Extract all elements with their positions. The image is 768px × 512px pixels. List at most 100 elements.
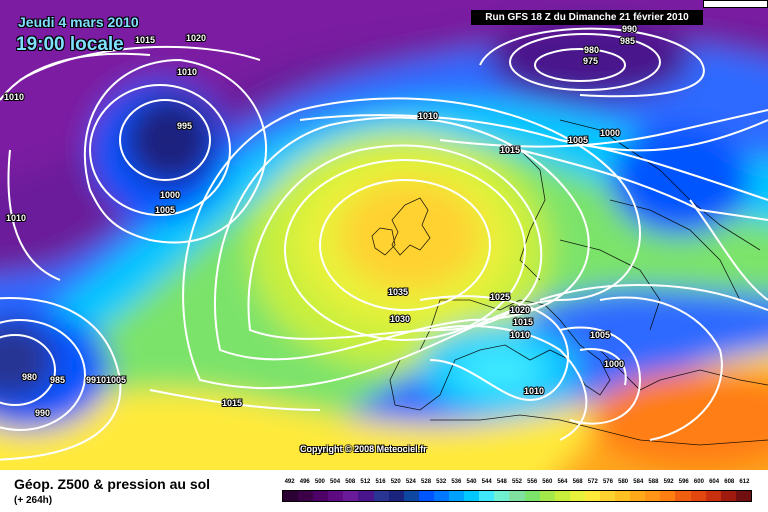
legend-swatch <box>554 491 570 501</box>
isobar-label: 1000 <box>600 128 620 138</box>
legend-value: 512 <box>360 479 371 485</box>
legend-swatch <box>599 491 616 501</box>
geopotential-map: 1015 1020 1010 1010 995 1000 1005 1010 9… <box>0 0 768 470</box>
isobar-label: 985 <box>50 375 65 385</box>
footer-panel: Géop. Z500 & pression au sol (+ 264h) 49… <box>0 470 768 512</box>
legend-swatch <box>660 491 676 501</box>
legend-value: 524 <box>405 479 416 485</box>
legend-swatch <box>358 491 374 501</box>
legend-swatch <box>479 491 495 501</box>
legend-swatch <box>705 491 721 501</box>
copyright-notice: Copyright © 2008 Meteociel.fr <box>300 444 427 454</box>
isobar-label: 1030 <box>390 314 410 324</box>
isobar-label: 1035 <box>388 287 408 297</box>
legend-value: 604 <box>709 479 720 485</box>
isobar-label: 1015 <box>513 317 533 327</box>
legend-swatch <box>569 491 585 501</box>
legend-swatch <box>584 491 600 501</box>
legend-value: 496 <box>299 479 310 485</box>
legend-value: 500 <box>314 479 325 485</box>
isobar-label: 1005 <box>568 135 588 145</box>
legend-swatch <box>509 491 525 501</box>
legend-value: 504 <box>330 479 341 485</box>
legend-value: 544 <box>481 479 492 485</box>
geopotential-field <box>0 0 768 470</box>
legend-value: 588 <box>648 479 659 485</box>
isobar-label: 1010 <box>510 330 530 340</box>
legend-swatch <box>418 491 434 501</box>
legend-swatch <box>675 491 691 501</box>
legend-value: 560 <box>542 479 553 485</box>
model-run-label: Run GFS 18 Z du Dimanche 21 février 2010 <box>471 10 703 25</box>
legend-swatch <box>328 491 344 501</box>
legend-swatch <box>464 491 480 501</box>
isobar-label: 1010 <box>418 111 438 121</box>
forecast-time: 19:00 locale <box>16 34 124 55</box>
legend-swatch <box>343 491 359 501</box>
isobar-label: 1020 <box>510 305 530 315</box>
legend-swatch <box>298 491 314 501</box>
isobar-label: 980 <box>22 372 37 382</box>
legend-value: 528 <box>421 479 432 485</box>
isobar-label: 99101005 <box>86 375 126 385</box>
legend-value: 584 <box>633 479 644 485</box>
legend-swatch <box>645 491 661 501</box>
legend-swatch <box>373 491 389 501</box>
isobar-label: 1010 <box>177 67 197 77</box>
isobar-label: 980 <box>584 45 599 55</box>
isobar-label: 1010 <box>6 213 26 223</box>
isobar-label: 985 <box>620 36 635 46</box>
legend-value: 516 <box>375 479 386 485</box>
isobar-label: 1000 <box>160 190 180 200</box>
legend-swatch <box>524 491 540 501</box>
isobar-label: 1015 <box>222 398 242 408</box>
legend-value: 548 <box>496 479 507 485</box>
isobars <box>0 27 768 461</box>
isobar-label: 1000 <box>604 359 624 369</box>
isobar-label: 1010 <box>4 92 24 102</box>
legend-value: 576 <box>602 479 613 485</box>
legend-swatch <box>494 491 510 501</box>
legend-swatch <box>403 491 419 501</box>
isobar-label: 995 <box>177 121 192 131</box>
isobar-label: 1010 <box>524 386 544 396</box>
legend-value: 612 <box>739 479 750 485</box>
legend-value: 508 <box>345 479 356 485</box>
legend-swatch <box>690 491 706 501</box>
legend-swatch <box>283 491 299 501</box>
isobar-label: 1020 <box>186 33 206 43</box>
forecast-range: (+ 264h) <box>14 495 53 506</box>
legend-value: 572 <box>587 479 598 485</box>
legend-swatch <box>735 491 751 501</box>
legend-value: 532 <box>436 479 447 485</box>
legend-value: 492 <box>284 479 295 485</box>
legend-value: 580 <box>618 479 629 485</box>
legend-value: 592 <box>663 479 674 485</box>
legend-value: 556 <box>527 479 538 485</box>
top-right-scale-box <box>703 0 768 8</box>
isobar-label: 975 <box>583 56 598 66</box>
legend-value: 596 <box>678 479 689 485</box>
legend-swatch <box>615 491 631 501</box>
legend-swatch <box>630 491 646 501</box>
legend-value: 540 <box>466 479 477 485</box>
legend-value: 536 <box>451 479 462 485</box>
legend-swatch <box>449 491 465 501</box>
legend-swatch <box>720 491 736 501</box>
legend-value: 520 <box>390 479 401 485</box>
legend-value: 552 <box>511 479 523 485</box>
legend-value: 564 <box>557 479 568 485</box>
legend-swatch <box>313 491 329 501</box>
map-title: Géop. Z500 & pression au sol <box>14 476 211 492</box>
legend-labels: 492 496 500 504 508 512 516 520 524 528 532 536 540 5… <box>282 479 752 489</box>
legend-value: 600 <box>693 479 704 485</box>
legend-swatch <box>388 491 404 501</box>
isobar-label: 1015 <box>135 35 155 45</box>
isobar-label: 990 <box>622 24 637 34</box>
legend-swatch <box>433 491 450 501</box>
legend-value: 608 <box>724 479 735 485</box>
isobar-label: 1005 <box>590 330 610 340</box>
isobar-labels: 1015 1020 1010 1010 995 1000 1005 1010 9… <box>3 0 725 419</box>
forecast-date: Jeudi 4 mars 2010 <box>18 14 139 30</box>
